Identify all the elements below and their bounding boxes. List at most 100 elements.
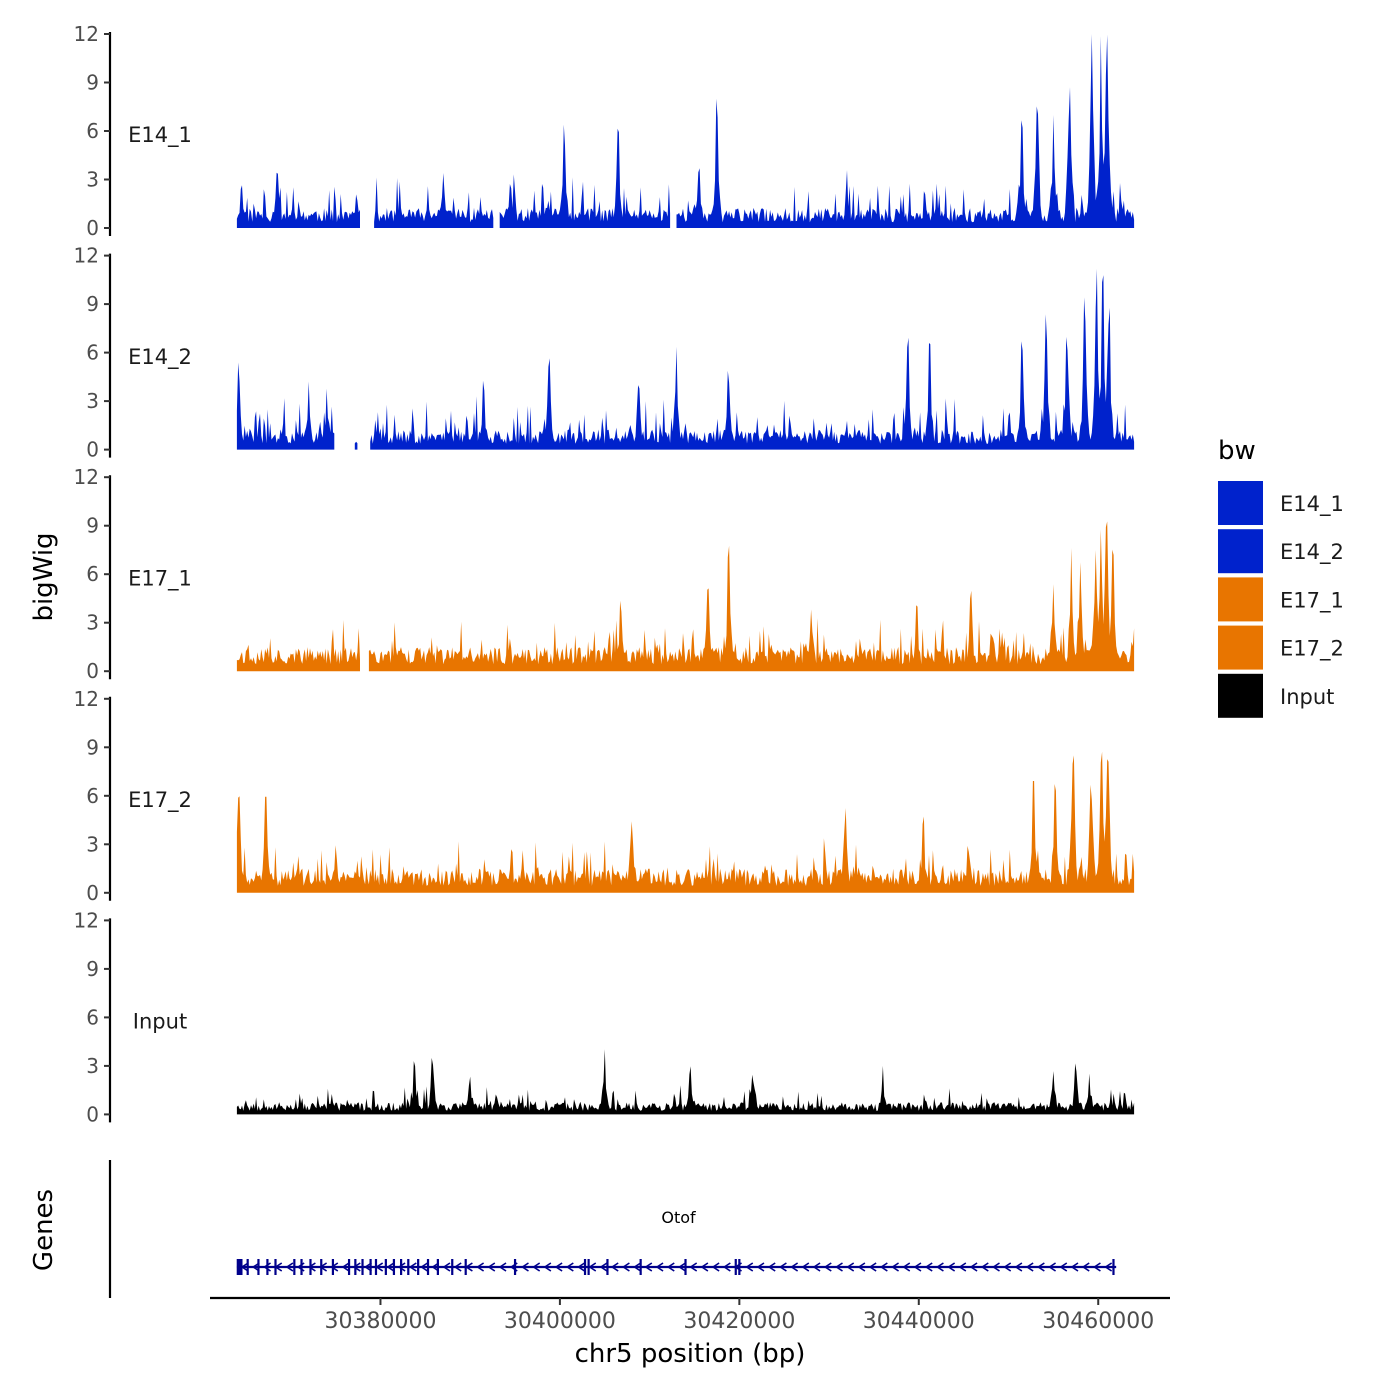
strand-arrow — [554, 1262, 563, 1272]
x-tick-label: 30420000 — [683, 1309, 795, 1334]
gene-exon — [583, 1259, 587, 1275]
strand-arrow — [1104, 1262, 1113, 1272]
strand-arrow — [711, 1262, 720, 1272]
strand-arrow — [420, 1262, 428, 1272]
gene-exon — [417, 1259, 420, 1275]
track-label: E14_2 — [128, 345, 192, 370]
legend-swatch-E17_1 — [1218, 577, 1263, 622]
y-tick-label: 9 — [86, 514, 99, 538]
legend-label: E14_1 — [1280, 492, 1344, 517]
gene-exon — [246, 1259, 249, 1275]
signal-area-E17_1 — [236, 521, 1135, 672]
gene-exon — [436, 1259, 439, 1275]
strand-arrow — [924, 1262, 933, 1272]
gene-exon — [513, 1259, 517, 1275]
strand-arrow — [980, 1262, 989, 1272]
track-E17_2: 0 3 6 9 12 E17_2 — [74, 687, 1135, 905]
track-E14_1: 0 3 6 9 12 E14_1 — [74, 22, 1135, 240]
strand-arrow — [700, 1262, 709, 1272]
strand-arrow — [745, 1262, 754, 1272]
signal-area-E14_2 — [236, 268, 1135, 450]
strand-arrow — [992, 1262, 1000, 1272]
strand-arrow — [307, 1262, 316, 1272]
gene-exon — [374, 1259, 378, 1275]
strand-arrow — [251, 1262, 260, 1272]
strand-arrow — [722, 1262, 731, 1272]
y-tick-label: 9 — [86, 735, 99, 759]
gene-exon — [238, 1259, 243, 1275]
strand-arrow — [666, 1262, 675, 1272]
strand-arrow — [565, 1262, 574, 1272]
y-tick-label: 6 — [86, 784, 99, 808]
gene-exon — [738, 1259, 741, 1275]
x-tick-label: 30400000 — [504, 1309, 616, 1334]
gene-exon — [464, 1259, 467, 1275]
track-Input: 0 3 6 9 12 Input — [74, 908, 1135, 1126]
y-tick-label: 12 — [74, 687, 99, 711]
gene-exon — [639, 1259, 642, 1275]
y-tick-label: 0 — [86, 659, 99, 683]
gene-exon — [331, 1259, 335, 1275]
y-tick-label: 0 — [86, 1102, 99, 1126]
legend: bw E14_1 E14_2 E17_1 E17_2 Input — [1218, 436, 1344, 718]
track-E14_2: 0 3 6 9 12 E14_2 — [74, 244, 1135, 462]
strand-arrow — [397, 1262, 406, 1272]
legend-swatch-E17_2 — [1218, 625, 1263, 670]
y-tick-label: 3 — [86, 611, 99, 635]
strand-arrow — [341, 1262, 350, 1272]
gene-exon — [347, 1259, 351, 1275]
genes-panel: Otof — [108, 1160, 1117, 1298]
gene-exon — [257, 1259, 260, 1275]
gene-exon — [734, 1259, 737, 1275]
strand-arrow — [801, 1262, 810, 1272]
gene-exon — [606, 1259, 609, 1275]
legend-swatch-Input — [1218, 673, 1263, 718]
strand-arrow — [1048, 1262, 1057, 1272]
gene-exon — [320, 1259, 323, 1275]
strand-arrow — [689, 1262, 698, 1272]
gene-exon — [293, 1259, 296, 1275]
strand-arrow — [621, 1262, 630, 1272]
strand-arrow — [364, 1262, 372, 1272]
strand-arrow — [610, 1262, 619, 1272]
y-tick-label: 3 — [86, 168, 99, 192]
strand-arrow — [891, 1262, 900, 1272]
strand-arrow — [913, 1262, 922, 1272]
signal-area-E17_2 — [236, 751, 1135, 893]
x-tick-label: 30380000 — [324, 1309, 436, 1334]
track-label: E17_2 — [128, 788, 192, 813]
strand-arrow — [835, 1262, 843, 1272]
signal-area-E14_1 — [236, 34, 1135, 228]
y-tick-label: 3 — [86, 832, 99, 856]
strand-arrow — [386, 1262, 395, 1272]
strand-arrow — [476, 1262, 485, 1272]
gene-exon — [1112, 1259, 1115, 1275]
strand-arrow — [1014, 1262, 1023, 1272]
gene-exon — [354, 1259, 357, 1275]
gene-exon — [300, 1259, 303, 1275]
y-tick-label: 9 — [86, 292, 99, 316]
y-tick-label: 12 — [74, 22, 99, 46]
gene-exon — [384, 1259, 387, 1275]
gene-exon — [587, 1259, 590, 1275]
x-axis: 30380000 30400000 30420000 30440000 30460000 — [210, 1296, 1170, 1334]
gene-exon — [684, 1259, 687, 1275]
gene-exon — [266, 1259, 269, 1275]
y-tick-label: 6 — [86, 562, 99, 586]
genes-axis-title: Genes — [29, 1189, 59, 1271]
tracks-area: 0 3 6 9 12 E14_1 0 3 6 9 12 E14_2 0 3 6 9 12 E17_1 0 3 6 9 12 E… — [74, 22, 1135, 1126]
strand-arrow — [263, 1262, 271, 1272]
strand-arrow — [969, 1262, 978, 1272]
strand-arrow — [812, 1262, 821, 1272]
strand-arrow — [521, 1262, 529, 1272]
y-tick-label: 9 — [86, 71, 99, 95]
legend-label: E17_1 — [1280, 588, 1344, 613]
x-axis-title: chr5 position (bp) — [575, 1339, 806, 1369]
strand-arrow — [408, 1262, 417, 1272]
track-label: E14_1 — [128, 123, 192, 148]
strand-arrow — [935, 1262, 944, 1272]
legend-label: E17_2 — [1280, 637, 1344, 662]
y-tick-label: 12 — [74, 244, 99, 268]
strand-arrow — [644, 1262, 653, 1272]
